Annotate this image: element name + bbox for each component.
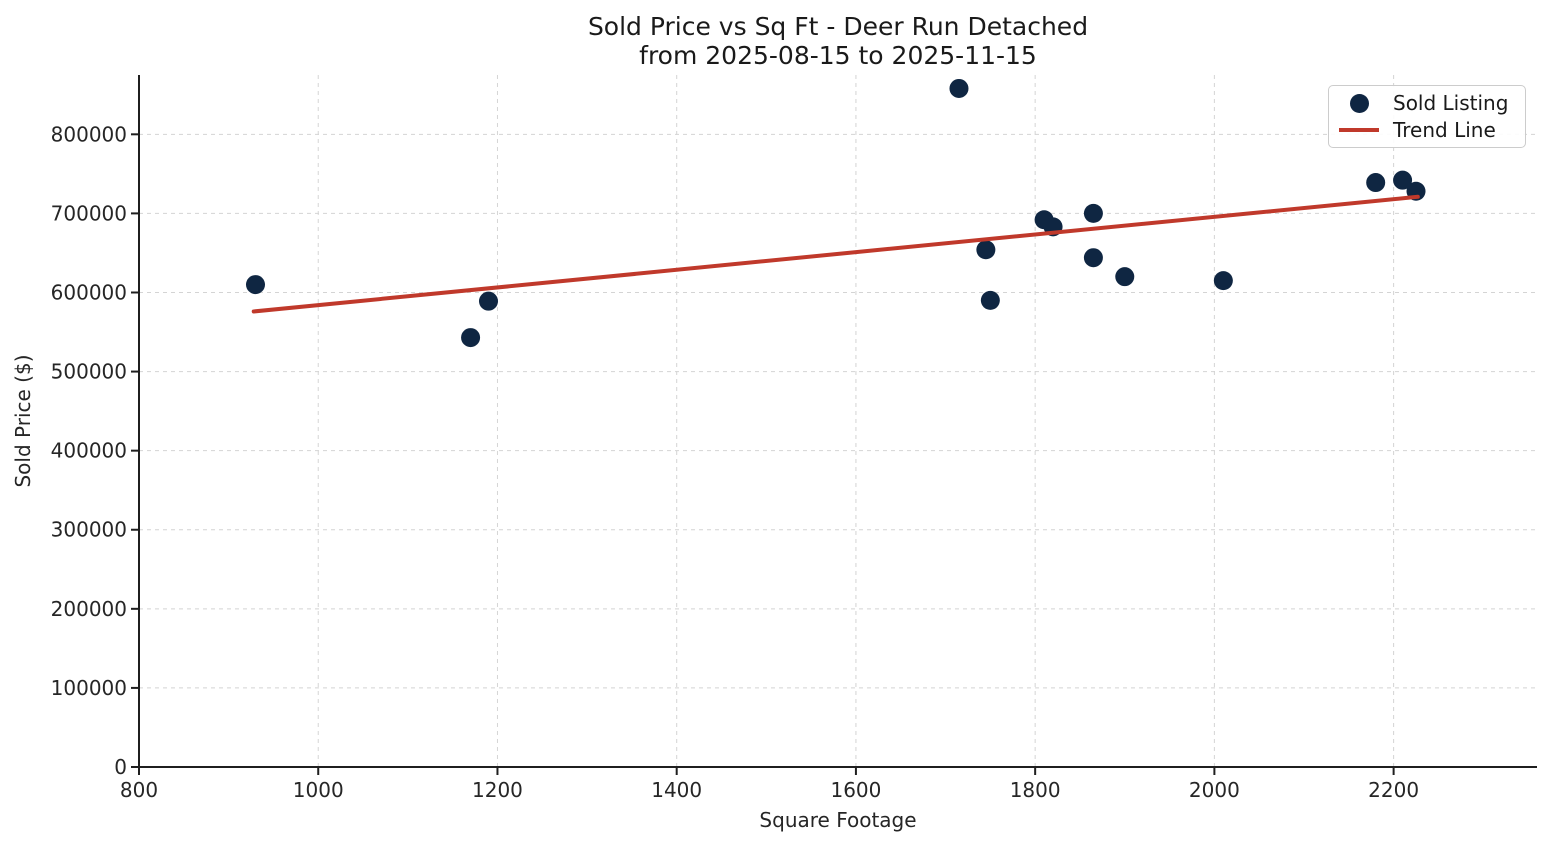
axes-spines xyxy=(138,75,1537,768)
x-axis-label: Square Footage xyxy=(759,808,916,832)
sold-listing-dot-icon xyxy=(1349,93,1369,113)
y-axis-label: Sold Price ($) xyxy=(11,354,35,487)
legend-marker-cell xyxy=(1337,128,1381,132)
y-tick-label: 300000 xyxy=(51,518,127,542)
trend-line-swatch-icon xyxy=(1339,128,1379,132)
scatter-point xyxy=(461,328,481,348)
legend-label-sold-listing: Sold Listing xyxy=(1393,91,1509,115)
legend-marker-cell xyxy=(1337,93,1381,113)
y-tick-label: 600000 xyxy=(51,280,127,304)
x-tick-label: 1400 xyxy=(651,778,702,802)
scatter-point xyxy=(976,240,996,260)
legend-item-trend-line: Trend Line xyxy=(1337,118,1517,142)
scatter-point xyxy=(1213,271,1233,291)
legend-item-sold-listing: Sold Listing xyxy=(1337,91,1517,115)
axis-ticks: 800 1000 1200 1400 1600 1800 2000 2200 0 100000 20… xyxy=(51,122,1419,802)
scatter-point xyxy=(479,291,498,311)
chart-title-line1: Sold Price vs Sq Ft - Deer Run Detached xyxy=(587,12,1089,41)
y-tick-label: 0 xyxy=(114,755,127,779)
y-tick-label: 100000 xyxy=(51,676,127,700)
trend-line xyxy=(251,194,1420,314)
scatter-point xyxy=(980,290,1000,310)
scatter-point xyxy=(1083,248,1103,268)
gridlines xyxy=(139,75,1537,767)
x-tick-label: 800 xyxy=(120,778,158,802)
x-tick-label: 1800 xyxy=(1010,778,1061,802)
x-tick-label: 1000 xyxy=(293,778,344,802)
scatter-point xyxy=(246,275,265,295)
y-tick-label: 800000 xyxy=(51,122,127,146)
y-tick-label: 400000 xyxy=(51,439,127,463)
x-tick-label: 1600 xyxy=(830,778,881,802)
x-tick-label: 2200 xyxy=(1368,778,1419,802)
x-tick-label: 1200 xyxy=(472,778,523,802)
scatter-point xyxy=(1393,170,1413,190)
chart-title-line2: from 2025-08-15 to 2025-11-15 xyxy=(639,41,1037,70)
scatter-point xyxy=(1366,173,1386,193)
scatter-point xyxy=(1115,267,1135,287)
y-tick-label: 700000 xyxy=(51,201,127,225)
data-series xyxy=(246,78,1426,348)
chart-title: Sold Price vs Sq Ft - Deer Run Detached … xyxy=(139,12,1537,70)
x-tick-label: 2000 xyxy=(1189,778,1240,802)
scatter-point xyxy=(949,78,969,98)
scatter-point xyxy=(1083,203,1103,223)
y-tick-label: 200000 xyxy=(51,597,127,621)
legend: Sold Listing Trend Line xyxy=(1328,85,1526,148)
y-tick-label: 500000 xyxy=(51,360,127,384)
legend-label-trend-line: Trend Line xyxy=(1393,118,1496,142)
